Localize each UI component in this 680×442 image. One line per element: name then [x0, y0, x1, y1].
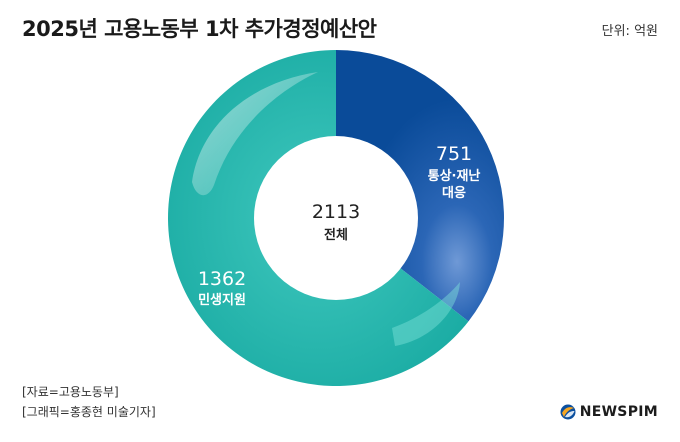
slice-label-trade-line1: 통상·재난 [428, 169, 481, 184]
unit-label: 단위: 억원 [601, 24, 658, 39]
newspim-logo-text: NEWSPIM [579, 404, 658, 420]
slice-label-livelihood: 민생지원 [198, 292, 246, 308]
total-value: 2113 [312, 201, 360, 223]
newspim-logo-icon [560, 404, 576, 420]
credit-note: [그래픽=홍종현 미술기자] [22, 405, 156, 419]
donut-hole [254, 136, 418, 300]
source-note: [자료=고용노동부] [22, 385, 119, 399]
slice-trade-disaster [336, 50, 504, 322]
slice-value-trade: 751 [436, 143, 472, 165]
highlight-shine [192, 72, 318, 196]
total-label: 전체 [324, 227, 348, 243]
newspim-logo: NEWSPIM [560, 404, 658, 420]
highlight-shine-bottom [392, 282, 460, 346]
chart-title: 2025년 고용노동부 1차 추가경정예산안 [22, 17, 377, 41]
slice-value-livelihood: 1362 [198, 268, 246, 290]
slice-label-trade-line2: 대응 [442, 186, 466, 201]
